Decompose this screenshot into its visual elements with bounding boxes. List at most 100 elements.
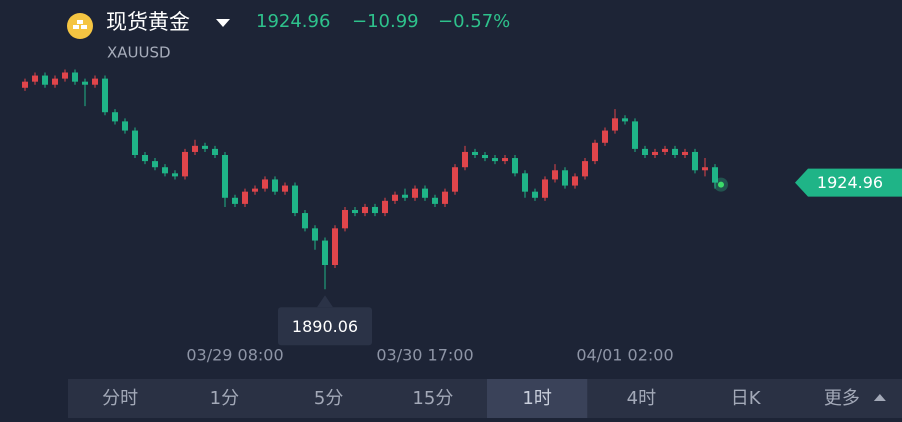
candle-body	[452, 167, 458, 192]
candle-body	[292, 185, 298, 214]
gold-bar	[77, 20, 83, 24]
tab[interactable]: 更多	[824, 388, 860, 409]
candle-body	[552, 170, 558, 180]
candle-body	[562, 170, 568, 186]
x-tick-label: 03/29 08:00	[186, 346, 283, 365]
candle-body	[622, 118, 628, 122]
active-tab	[487, 379, 588, 418]
candle-body	[302, 213, 308, 229]
candle-body	[62, 72, 68, 79]
change: −10.99	[352, 11, 419, 32]
candle-body	[512, 158, 518, 174]
candle-body	[492, 158, 498, 162]
candle-body	[182, 151, 188, 177]
candle-body	[462, 151, 468, 168]
candle-body	[112, 112, 118, 122]
candle-body	[472, 151, 478, 155]
candle-body	[692, 151, 698, 171]
candle-body	[502, 158, 508, 162]
candle-body	[32, 75, 38, 82]
candle-body	[272, 179, 278, 192]
candle-body	[262, 179, 268, 189]
tab[interactable]: 1分	[210, 388, 239, 409]
candle-body	[702, 167, 708, 171]
candle-body	[592, 142, 598, 162]
candle-body	[612, 118, 618, 131]
candle-body	[132, 130, 138, 155]
candle-body	[582, 161, 588, 177]
gold-icon	[67, 13, 93, 39]
candle-body	[412, 188, 418, 198]
candle-body	[202, 145, 208, 149]
candle-body	[532, 191, 538, 198]
tab[interactable]: 4时	[627, 388, 656, 409]
candle-body	[322, 240, 328, 265]
candle-body	[332, 228, 338, 265]
x-tick-label: 03/30 17:00	[376, 346, 473, 365]
candle-body	[602, 130, 608, 143]
dropdown-arrow[interactable]	[216, 19, 230, 27]
min-pointer	[317, 295, 333, 308]
candle-body	[352, 210, 358, 214]
candle-body	[442, 191, 448, 204]
candle-body	[522, 173, 528, 192]
candle-body	[482, 155, 488, 159]
tab[interactable]: 5分	[314, 388, 343, 409]
candle-body	[402, 194, 408, 198]
candle-body	[42, 75, 48, 85]
candle-body	[162, 167, 168, 174]
candle-body	[632, 121, 638, 149]
candle-body	[252, 188, 258, 192]
title[interactable]: 现货黄金	[106, 10, 190, 34]
symbol: XAUUSD	[107, 44, 171, 62]
tab[interactable]: 1时	[522, 388, 551, 409]
candle-body	[432, 197, 438, 204]
candle-body	[392, 194, 398, 201]
x-tick-label: 04/01 02:00	[576, 346, 673, 365]
candle-body	[122, 121, 128, 131]
tab[interactable]: 日K	[731, 388, 762, 409]
candle-body	[422, 188, 428, 198]
candle-body	[82, 81, 88, 85]
candle-body	[362, 206, 368, 214]
candle-body	[542, 179, 548, 198]
candle-body	[152, 161, 158, 168]
last-dot	[718, 181, 724, 188]
candle-body	[242, 191, 248, 204]
candle-body	[642, 148, 648, 155]
min-label-box	[278, 307, 372, 346]
candle-body	[232, 197, 238, 204]
tab[interactable]: 分时	[102, 388, 138, 409]
candle-body	[72, 72, 78, 82]
candle-body	[142, 155, 148, 162]
gold-bar	[73, 25, 79, 29]
candle-body	[222, 155, 228, 198]
candle-body	[652, 151, 658, 155]
candle-body	[212, 148, 218, 155]
candle-body	[662, 148, 668, 152]
price: 1924.96	[256, 11, 330, 32]
price-tag-label: 1924.96	[817, 173, 883, 192]
candle-body	[342, 210, 348, 229]
candle-body	[52, 78, 58, 85]
price-tag	[795, 168, 902, 197]
more-arrow	[873, 394, 886, 401]
candle-body	[382, 200, 388, 214]
candle-body	[682, 151, 688, 155]
min-label: 1890.06	[292, 317, 358, 336]
change-pct: −0.57%	[438, 11, 510, 32]
candle-body	[312, 228, 318, 241]
tab-bar	[68, 379, 902, 418]
tab[interactable]: 15分	[412, 388, 453, 409]
candle-body	[192, 145, 198, 152]
gold-bar	[81, 25, 87, 29]
candle-body	[672, 148, 678, 155]
candle-body	[282, 185, 288, 192]
candle-body	[102, 78, 108, 113]
candle-body	[572, 176, 578, 186]
candle-body	[372, 206, 378, 214]
candle-body	[22, 81, 28, 88]
candle-body	[92, 78, 98, 85]
